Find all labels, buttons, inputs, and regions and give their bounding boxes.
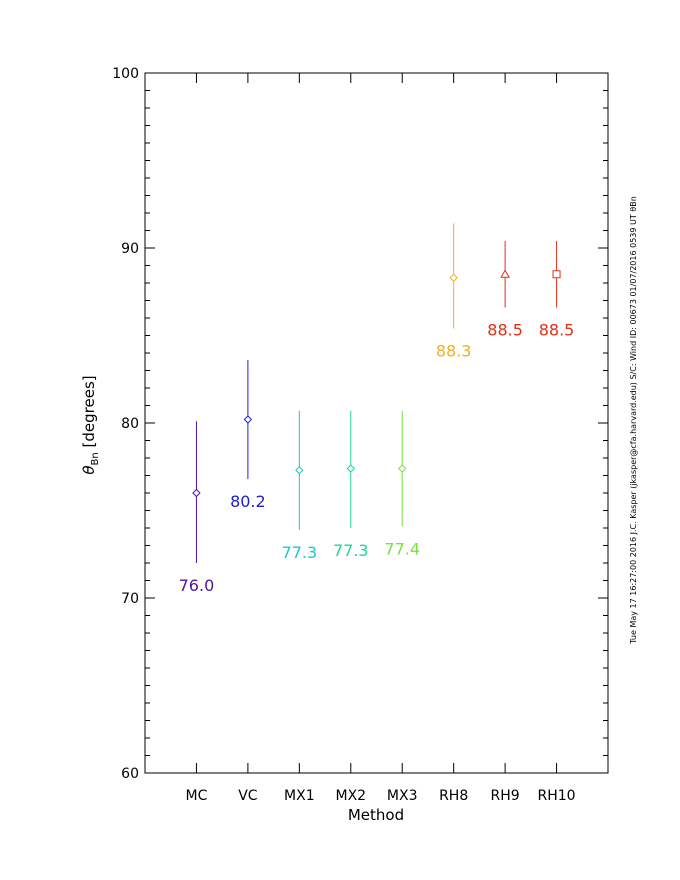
svg-text:Tue May 17 16:27:00 2016 J.C: Tue May 17 16:27:00 2016 J.C. Kasper (jk… [629,196,638,645]
y-tick-label: 60 [121,766,139,782]
svg-text:θBn [degrees]: θBn [degrees] [80,375,101,474]
data-label-mx1: 77.3 [282,543,318,562]
point-marker-mx2 [346,464,355,473]
data-label-rh9: 88.5 [487,321,523,340]
y-axis-symbol: θ [80,465,98,474]
data-label-vc: 80.2 [230,492,266,511]
x-tick-label: RH9 [491,788,520,804]
x-tick-label: MX1 [284,788,315,804]
data-label-rh10: 88.5 [539,321,575,340]
y-axis-title: θBn [degrees] [80,375,101,474]
plot-frame [144,72,609,774]
point-marker-vc [243,415,253,424]
data-label-rh8: 88.3 [436,342,472,361]
y-axis-subscript: Bn [90,452,101,465]
y-tick-label: 90 [121,241,139,257]
y-axis-unit: [degrees] [80,375,98,447]
x-tick-label: RH10 [538,788,576,804]
x-axis-title: Method [348,806,404,824]
data-label-mc: 76.0 [179,576,215,595]
x-tick-label: MX3 [387,788,418,804]
x-tick-label: MC [186,788,208,804]
side-annotation: Tue May 17 16:27:00 2016 J.C. Kasper (jk… [629,196,638,645]
point-marker-rh9 [500,269,510,278]
point-marker-rh8 [449,273,458,282]
x-tick-label: RH8 [439,788,468,804]
y-tick-label: 80 [121,416,139,432]
y-tick-label: 70 [121,591,139,607]
point-marker-mx1 [295,466,304,475]
x-tick-label: MX2 [335,788,366,804]
point-marker-rh10 [552,270,561,279]
point-marker-mc [192,488,201,498]
y-tick-label: 100 [112,66,139,82]
data-label-mx3: 77.4 [384,539,420,558]
data-label-mx2: 77.3 [333,541,369,560]
point-marker-mx3 [398,464,407,473]
x-tick-label: VC [238,788,258,804]
